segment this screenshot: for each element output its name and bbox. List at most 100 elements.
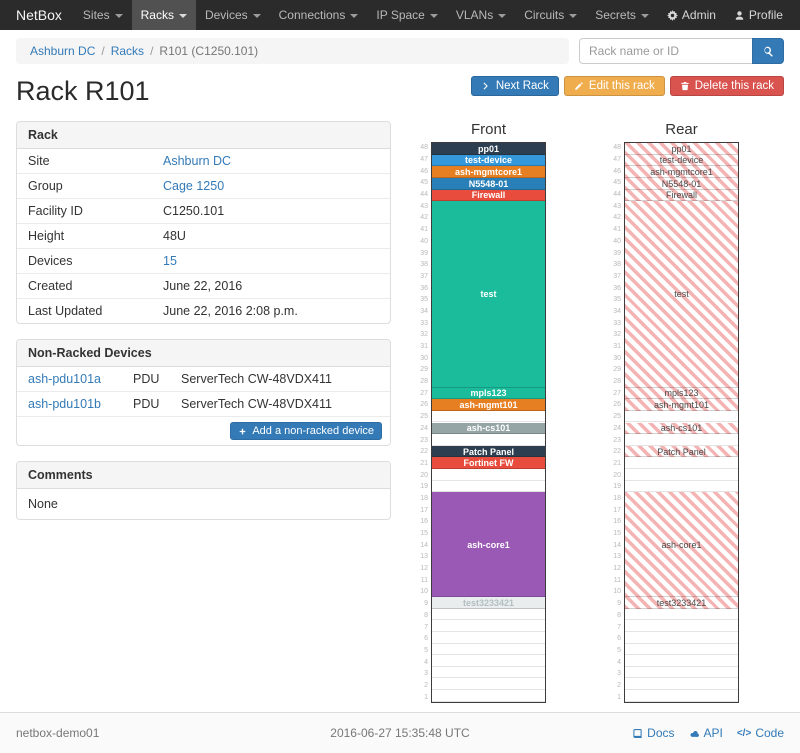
rear-rack-device-n5548-01[interactable]: N5548-01 <box>625 177 738 190</box>
unit-number: 3 <box>424 670 428 678</box>
unit-number: 1 <box>617 693 621 701</box>
comments-body: None <box>28 497 58 511</box>
front-rack-device-ash-mgmt101[interactable]: ash-mgmt101 <box>432 399 545 411</box>
rear-rack-device-ash-mgmtcore1[interactable]: ash-mgmtcore1 <box>625 166 738 178</box>
rear-rack-device-pp01[interactable]: pp01 <box>625 143 738 155</box>
button-label: Next Rack <box>495 80 549 92</box>
front-rack-device-patch-panel[interactable]: Patch Panel <box>432 445 545 458</box>
unit-number: 18 <box>420 494 428 502</box>
unit-number: 21 <box>613 459 621 467</box>
rear-elevation: Rear 48 47 46 45 44 43 42 41 40 39 38 37 36 35 34 33 32 3… <box>610 121 739 703</box>
unit-number: 39 <box>420 249 428 257</box>
front-rack-device-fortinet-fw[interactable]: Fortinet FW <box>432 457 545 470</box>
front-rack-device-pp01[interactable]: pp01 <box>432 143 545 155</box>
unit-number: 2 <box>424 681 428 689</box>
non-racked-footer: Add a non-racked device <box>17 416 390 445</box>
rear-rack-device-test[interactable]: test <box>625 201 738 388</box>
front-rack-device-ash-core1[interactable]: ash-core1 <box>432 492 545 598</box>
unit-number: 29 <box>420 366 428 374</box>
front-rack-device-n5548-01[interactable]: N5548-01 <box>432 177 545 190</box>
unit-number: 18 <box>613 494 621 502</box>
rear-rack-device-ash-mgmt101[interactable]: ash-mgmt101 <box>625 399 738 411</box>
nav-right-label: Admin <box>681 8 716 22</box>
footer-link-label: Docs <box>647 726 675 740</box>
unit-number: 42 <box>613 214 621 222</box>
unit-number: 22 <box>613 448 621 456</box>
left-column: Rack Site Ashburn DC Group Cage 1250 Facilit… <box>16 121 391 535</box>
unit-number: 5 <box>424 646 428 654</box>
add-non-racked-device-button[interactable]: Add a non-racked device <box>230 422 382 440</box>
delete-rack-button[interactable]: Delete this rack <box>669 76 784 96</box>
nav-item-connections[interactable]: Connections <box>270 0 368 30</box>
breadcrumb: Ashburn DC / Racks / R101 (C1250.101) <box>16 38 569 64</box>
chevron-down-icon <box>178 13 187 18</box>
empty-rack-unit <box>432 434 545 446</box>
empty-rack-unit <box>432 655 545 667</box>
nav-item-racks[interactable]: Racks <box>131 0 196 30</box>
unit-number: 28 <box>420 378 428 386</box>
page-title: Rack R101 <box>16 76 150 106</box>
footer-link-code[interactable]: </> Code <box>737 726 784 740</box>
rear-rack-device-test-device[interactable]: test-device <box>625 154 738 167</box>
search-button[interactable] <box>752 38 784 64</box>
nav-item-secrets[interactable]: Secrets <box>586 0 658 30</box>
chevron-down-icon <box>252 13 261 18</box>
rear-rack-device-test3233421[interactable]: test3233421 <box>625 597 738 609</box>
unit-number: 43 <box>420 202 428 210</box>
rear-rack-device-mpls123[interactable]: mpls123 <box>625 387 738 400</box>
front-rack-device-firewall[interactable]: Firewall <box>432 189 545 202</box>
field-value-devices[interactable]: 15 <box>163 254 177 268</box>
field-value-last-updated: June 22, 2016 2:08 p.m. <box>163 304 298 318</box>
nav-item-label: VLANs <box>455 8 494 22</box>
front-rack-device-ash-cs101[interactable]: ash-cs101 <box>432 422 545 435</box>
search-input[interactable] <box>579 38 752 64</box>
unit-number: 14 <box>420 541 428 549</box>
rear-rack-device-patch-panel[interactable]: Patch Panel <box>625 445 738 458</box>
edit-rack-button[interactable]: Edit this rack <box>563 76 665 96</box>
nav-profile[interactable]: Profile <box>725 0 792 30</box>
empty-rack-unit <box>625 481 738 493</box>
empty-rack-unit <box>625 434 738 446</box>
breadcrumb-row: Ashburn DC / Racks / R101 (C1250.101) <box>16 38 784 64</box>
nav-item-ip-space[interactable]: IP Space <box>367 0 446 30</box>
rack-search <box>579 38 784 64</box>
non-racked-device-row: ash-pdu101b PDU ServerTech CW-48VDX411 <box>17 391 390 416</box>
nav-admin[interactable]: Admin <box>658 0 725 30</box>
next-rack-button[interactable]: Next Rack <box>470 76 559 96</box>
footer-link-docs[interactable]: Docs <box>632 726 675 740</box>
unit-number: 9 <box>617 600 621 608</box>
nav-item-vlans[interactable]: VLANs <box>447 0 515 30</box>
brand-netbox[interactable]: NetBox <box>16 7 62 23</box>
code-icon: </> <box>736 727 752 739</box>
breadcrumb-racks[interactable]: Racks <box>110 44 145 58</box>
unit-number: 16 <box>613 518 621 526</box>
field-value-group[interactable]: Cage 1250 <box>163 179 225 193</box>
content: Rack Site Ashburn DC Group Cage 1250 Facilit… <box>16 121 784 703</box>
unit-number: 12 <box>613 565 621 573</box>
rear-rack-device-ash-core1[interactable]: ash-core1 <box>625 492 738 598</box>
footer-link-api[interactable]: API <box>689 726 723 740</box>
unit-number: 17 <box>613 506 621 514</box>
device-link-ash-pdu101b[interactable]: ash-pdu101b <box>28 397 101 411</box>
front-rack-device-test-device[interactable]: test-device <box>432 154 545 167</box>
front-rack-device-test[interactable]: test <box>432 201 545 388</box>
front-rack-device-mpls123[interactable]: mpls123 <box>432 387 545 400</box>
front-rack-device-test3233421[interactable]: test3233421 <box>432 597 545 609</box>
unit-number: 13 <box>613 553 621 561</box>
device-link-ash-pdu101a[interactable]: ash-pdu101a <box>28 372 101 386</box>
rear-rack-device-firewall[interactable]: Firewall <box>625 189 738 202</box>
unit-number: 17 <box>420 506 428 514</box>
field-label-last-updated: Last Updated <box>28 304 103 318</box>
nav-item-devices[interactable]: Devices <box>196 0 270 30</box>
empty-rack-unit <box>625 644 738 656</box>
rack-field-row: Height 48U <box>17 223 390 248</box>
unit-number: 15 <box>613 530 621 538</box>
nav-item-circuits[interactable]: Circuits <box>515 0 586 30</box>
unit-number: 23 <box>613 436 621 444</box>
rear-rack-device-ash-cs101[interactable]: ash-cs101 <box>625 422 738 435</box>
breadcrumb-ashburn-dc[interactable]: Ashburn DC <box>30 44 96 58</box>
field-value-site[interactable]: Ashburn DC <box>163 154 232 168</box>
nav-item-sites[interactable]: Sites <box>74 0 132 30</box>
front-rack-device-ash-mgmtcore1[interactable]: ash-mgmtcore1 <box>432 166 545 178</box>
nav-log-out[interactable]: Log out <box>792 0 800 30</box>
